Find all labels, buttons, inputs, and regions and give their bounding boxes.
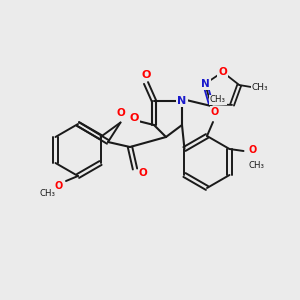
Text: O: O <box>139 168 147 178</box>
Text: CH₃: CH₃ <box>252 82 268 91</box>
Text: CH₃: CH₃ <box>210 95 226 104</box>
Text: N: N <box>201 79 209 89</box>
Text: O: O <box>129 113 139 123</box>
Text: CH₃: CH₃ <box>248 160 265 169</box>
Text: O: O <box>116 109 125 118</box>
Text: N: N <box>177 96 187 106</box>
Text: O: O <box>55 181 63 191</box>
Text: O: O <box>141 70 151 80</box>
Text: H: H <box>118 108 126 118</box>
Text: O: O <box>218 67 227 77</box>
Text: CH₃: CH₃ <box>40 190 56 199</box>
Text: O: O <box>211 107 219 117</box>
Text: O: O <box>248 145 256 155</box>
